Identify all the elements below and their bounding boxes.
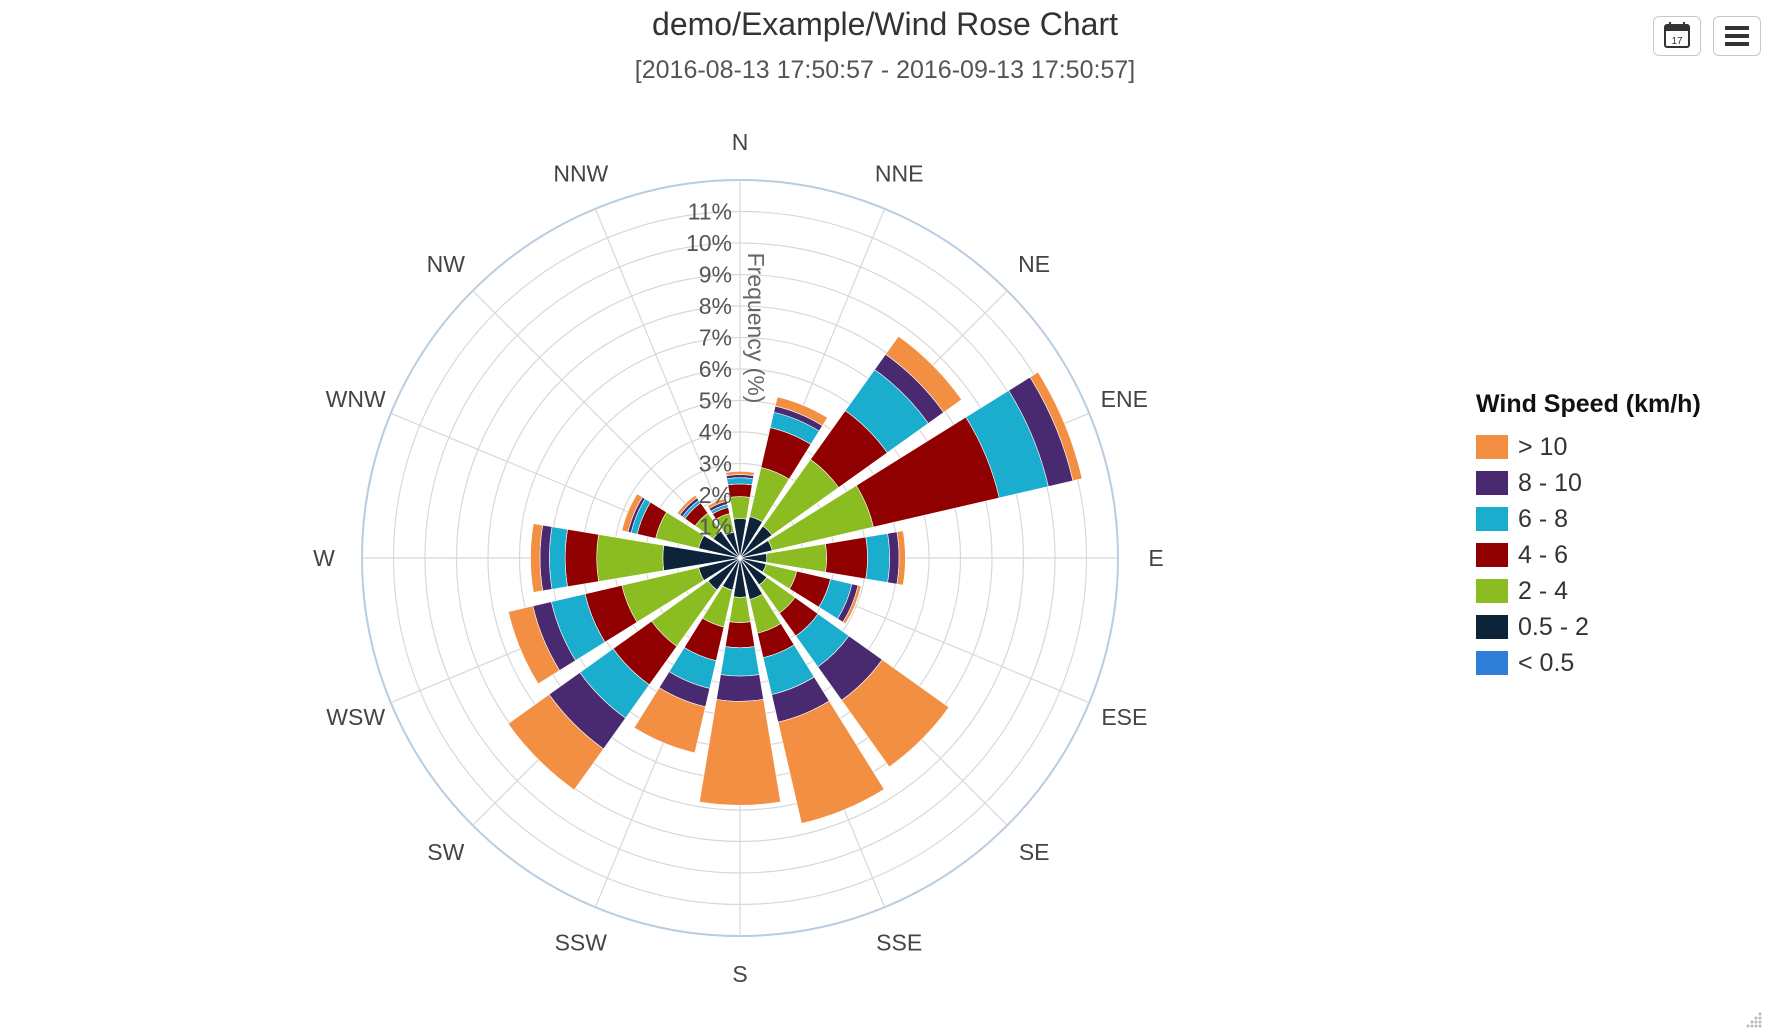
bar-E-series-6[interactable] <box>896 530 906 586</box>
direction-label-NNE: NNE <box>875 161 924 187</box>
resize-grip-icon[interactable] <box>1742 1008 1764 1030</box>
radial-tick-2: 2% <box>699 482 732 508</box>
legend-swatch <box>1476 579 1508 603</box>
bar-S-series-2[interactable] <box>729 596 751 623</box>
bar-WSW-series-6[interactable] <box>507 605 560 685</box>
legend-item[interactable]: 8 - 10 <box>1476 465 1701 501</box>
direction-label-SE: SE <box>1019 839 1050 865</box>
legend-label: 8 - 10 <box>1518 468 1582 497</box>
bar-ENE-series-6[interactable] <box>1029 371 1083 482</box>
radial-tick-5: 5% <box>699 388 732 414</box>
bar-N-series-6[interactable] <box>725 471 755 477</box>
direction-label-ENE: ENE <box>1101 386 1148 412</box>
bar-SSE-series-6[interactable] <box>777 700 885 824</box>
bar-E-series-4[interactable] <box>865 533 890 583</box>
legend-swatch <box>1476 435 1508 459</box>
menu-button[interactable] <box>1713 16 1761 56</box>
direction-label-SSE: SSE <box>876 929 922 955</box>
direction-label-W: W <box>313 545 335 571</box>
chart-subtitle: [2016-08-13 17:50:57 - 2016-09-13 17:50:… <box>634 56 1136 84</box>
bar-NW-series-6[interactable] <box>676 494 698 516</box>
radial-tick-3: 3% <box>699 451 732 477</box>
bar-SW-series-6[interactable] <box>507 694 604 791</box>
bar-N-series-2[interactable] <box>729 496 751 520</box>
bar-W-series-6[interactable] <box>530 523 544 593</box>
bar-W-series-3[interactable] <box>564 528 599 588</box>
bar-ESE-series-6[interactable] <box>842 585 862 625</box>
bar-NE-series-6[interactable] <box>885 335 963 413</box>
legend-item[interactable]: < 0.5 <box>1476 645 1701 681</box>
legend-item[interactable]: > 10 <box>1476 429 1701 465</box>
bar-SE-series-6[interactable] <box>841 659 950 768</box>
legend-label: > 10 <box>1518 432 1568 461</box>
legend-item[interactable]: 0.5 - 2 <box>1476 609 1701 645</box>
bar-S-series-5[interactable] <box>716 674 764 702</box>
direction-label-SW: SW <box>427 839 464 865</box>
direction-labels: N NNE NE ENE E ESE SE SSE S SSW SW WSW W WNW NW NNW <box>313 129 1164 987</box>
legend-label: 4 - 6 <box>1518 540 1569 569</box>
radial-tick-10: 10% <box>686 230 732 256</box>
direction-label-SSW: SSW <box>555 929 608 955</box>
bar-W-series-2[interactable] <box>596 534 665 582</box>
legend-swatch <box>1476 615 1508 639</box>
legend-item[interactable]: 4 - 6 <box>1476 537 1701 573</box>
calendar-day-label: 17 <box>1671 36 1683 47</box>
direction-label-NE: NE <box>1018 251 1050 277</box>
grid-spoke <box>594 208 741 559</box>
radial-tick-1: 1% <box>699 514 732 540</box>
radial-tick-7: 7% <box>699 325 732 351</box>
bar-S-series-6[interactable] <box>699 699 781 806</box>
direction-label-ESE: ESE <box>1101 704 1147 730</box>
legend-item[interactable]: 6 - 8 <box>1476 501 1701 537</box>
bar-WNW-series-6[interactable] <box>621 493 643 533</box>
chart-title: demo/Example/Wind Rose Chart <box>652 6 1118 42</box>
legend-label: < 0.5 <box>1518 648 1575 677</box>
direction-label-NW: NW <box>427 251 466 277</box>
legend-swatch <box>1476 507 1508 531</box>
bar-NNE-series-6[interactable] <box>774 396 828 427</box>
hamburger-menu-icon <box>1725 26 1749 46</box>
legend: Wind Speed (km/h) > 10 8 - 10 6 - 8 4 - 6 2 … <box>1476 390 1701 681</box>
bar-S-series-4[interactable] <box>720 646 760 677</box>
legend-swatch <box>1476 651 1508 675</box>
direction-label-WNW: WNW <box>326 386 386 412</box>
bar-series <box>507 335 1083 824</box>
direction-label-E: E <box>1148 545 1163 571</box>
direction-label-S: S <box>732 961 747 987</box>
bar-NNW-series-6[interactable] <box>707 497 728 509</box>
radial-tick-6: 6% <box>699 356 732 382</box>
legend-swatch <box>1476 543 1508 567</box>
bar-SSW-series-6[interactable] <box>633 687 706 754</box>
legend-title: Wind Speed (km/h) <box>1476 390 1701 418</box>
legend-item[interactable]: 2 - 4 <box>1476 573 1701 609</box>
bar-E-series-3[interactable] <box>825 536 868 580</box>
bar-S-series-3[interactable] <box>724 621 756 649</box>
calendar-icon: 17 <box>1664 22 1690 48</box>
radial-tick-9: 9% <box>699 262 732 288</box>
direction-label-N: N <box>732 129 749 155</box>
legend-swatch <box>1476 471 1508 495</box>
legend-label: 0.5 - 2 <box>1518 612 1589 641</box>
radial-axis-title: Frequency (%) <box>743 253 769 404</box>
radial-tick-11: 11% <box>688 199 732 225</box>
calendar-button[interactable]: 17 <box>1653 16 1701 56</box>
radial-tick-8: 8% <box>699 293 732 319</box>
direction-label-NNW: NNW <box>553 161 608 187</box>
legend-label: 2 - 4 <box>1518 576 1569 605</box>
direction-label-WSW: WSW <box>326 704 385 730</box>
legend-label: 6 - 8 <box>1518 504 1569 533</box>
bar-W-series-4[interactable] <box>549 526 568 590</box>
radial-tick-labels: 1% 2% 3% 4% 5% 6% 7% 8% 9% 10% 11% <box>686 199 732 540</box>
radial-tick-4: 4% <box>699 419 732 445</box>
